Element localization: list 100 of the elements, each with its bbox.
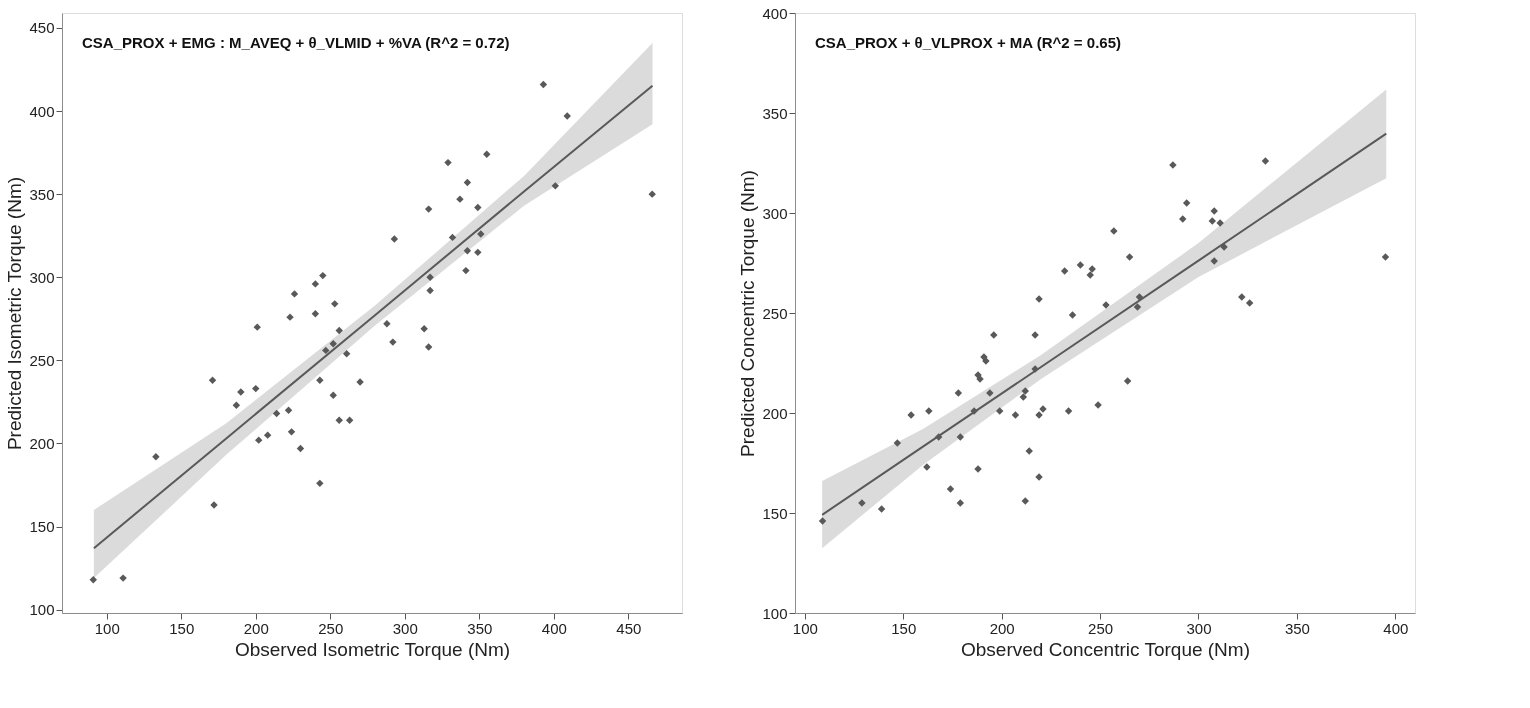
point bbox=[444, 158, 452, 167]
point bbox=[345, 416, 354, 424]
x-tick-label: 100 bbox=[792, 619, 818, 637]
point bbox=[1261, 157, 1270, 165]
point bbox=[1011, 411, 1020, 419]
x-tick-label: 400 bbox=[1383, 619, 1409, 637]
point bbox=[290, 290, 299, 298]
y-tick-label: 100 bbox=[762, 604, 788, 622]
y-tick-label: 150 bbox=[762, 504, 788, 522]
x-tick-label: 450 bbox=[616, 619, 642, 637]
point bbox=[322, 346, 330, 355]
point bbox=[335, 326, 343, 335]
y-tick-label: 150 bbox=[29, 518, 55, 536]
point bbox=[462, 266, 470, 275]
point bbox=[954, 389, 963, 397]
point bbox=[539, 80, 548, 89]
point bbox=[316, 479, 324, 488]
point bbox=[818, 517, 827, 525]
y-tick-label: 300 bbox=[29, 268, 55, 286]
point bbox=[296, 444, 305, 453]
point bbox=[420, 325, 428, 333]
point bbox=[893, 439, 902, 447]
point bbox=[1123, 377, 1132, 385]
point bbox=[329, 391, 337, 399]
point bbox=[1068, 311, 1077, 319]
point bbox=[1135, 293, 1144, 301]
x-tick-label: 150 bbox=[891, 619, 917, 637]
y-tick-label: 400 bbox=[29, 102, 55, 120]
x-tick-label: 100 bbox=[94, 619, 120, 637]
point bbox=[424, 205, 433, 213]
point bbox=[342, 350, 351, 358]
point bbox=[956, 499, 965, 507]
point bbox=[89, 576, 98, 584]
point bbox=[1060, 267, 1069, 275]
point bbox=[1133, 303, 1142, 311]
x-tick-label: 350 bbox=[1284, 619, 1310, 637]
y-tick-label: 300 bbox=[762, 204, 788, 222]
point bbox=[383, 320, 391, 328]
y-axis-title: Predicted Isometric Torque (Nm) bbox=[4, 176, 26, 451]
point bbox=[1076, 261, 1085, 269]
point bbox=[1064, 407, 1073, 415]
point bbox=[1381, 253, 1390, 261]
y-tick-label: 350 bbox=[29, 185, 55, 203]
point bbox=[255, 436, 263, 444]
point bbox=[319, 271, 327, 280]
x-tick-label: 400 bbox=[541, 619, 567, 637]
y-tick-label: 400 bbox=[762, 4, 788, 22]
point bbox=[448, 233, 457, 242]
x-tick-label: 200 bbox=[243, 619, 269, 637]
point bbox=[331, 300, 339, 308]
y-tick-label: 200 bbox=[29, 434, 55, 452]
point bbox=[946, 485, 955, 493]
point bbox=[956, 433, 965, 441]
point bbox=[284, 406, 293, 414]
x-tick-label: 250 bbox=[318, 619, 344, 637]
y-tick-label: 250 bbox=[29, 351, 55, 369]
point bbox=[287, 428, 296, 436]
point bbox=[483, 150, 491, 158]
point bbox=[335, 416, 343, 424]
x-tick-label: 300 bbox=[392, 619, 418, 637]
point bbox=[1125, 253, 1134, 261]
point bbox=[253, 323, 261, 331]
point bbox=[311, 310, 320, 318]
point bbox=[232, 401, 241, 409]
x-tick-label: 250 bbox=[1088, 619, 1114, 637]
x-axis-title: Observed Concentric Torque (Nm) bbox=[961, 638, 1250, 660]
point bbox=[311, 280, 320, 288]
point bbox=[424, 343, 433, 351]
x-tick-label: 150 bbox=[169, 619, 195, 637]
x-tick-label: 300 bbox=[1186, 619, 1212, 637]
point bbox=[263, 431, 272, 439]
point bbox=[995, 407, 1004, 415]
point bbox=[1182, 199, 1191, 207]
point bbox=[390, 235, 399, 243]
x-axis-title: Observed Isometric Torque (Nm) bbox=[234, 638, 511, 660]
point bbox=[934, 433, 943, 441]
point bbox=[252, 384, 260, 393]
point bbox=[648, 190, 656, 198]
y-tick-label: 450 bbox=[29, 19, 55, 37]
point bbox=[463, 178, 472, 187]
point bbox=[426, 273, 434, 281]
x-tick-label: 200 bbox=[989, 619, 1015, 637]
point bbox=[463, 246, 472, 255]
y-tick-label: 350 bbox=[762, 104, 788, 122]
y-tick-label: 250 bbox=[762, 304, 788, 322]
point bbox=[474, 248, 482, 257]
annotation: CSA_PROX + EMG : M_AVEQ + θ_VLMID + %VA (R^2 = 0.72) bbox=[82, 34, 510, 51]
point bbox=[551, 182, 560, 190]
annotation: CSA_PROX + θ_VLPROX + MA (R^2 = 0.65) bbox=[815, 34, 1121, 51]
point bbox=[152, 453, 160, 461]
point bbox=[272, 409, 281, 418]
line-series bbox=[821, 132, 1388, 516]
point bbox=[474, 203, 482, 212]
y-tick-label: 200 bbox=[762, 404, 788, 422]
point bbox=[316, 376, 324, 385]
point bbox=[426, 286, 434, 295]
point bbox=[1245, 299, 1254, 307]
point bbox=[877, 505, 886, 513]
y-tick-label: 100 bbox=[29, 601, 55, 619]
x-tick-label: 350 bbox=[467, 619, 493, 637]
